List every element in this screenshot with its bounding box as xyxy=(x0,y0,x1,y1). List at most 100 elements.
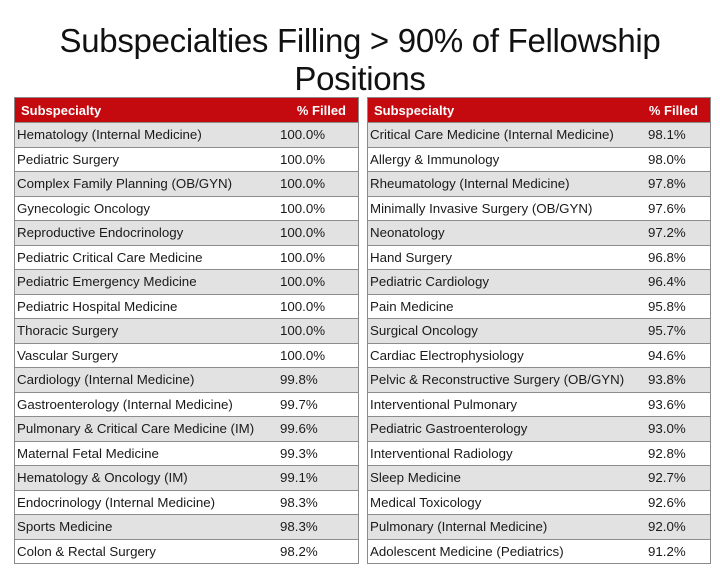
table-row: Critical Care Medicine (Internal Medicin… xyxy=(368,122,710,147)
table-body: Hematology (Internal Medicine) 100.0% Pedi… xyxy=(15,122,358,563)
table-row: Adolescent Medicine (Pediatrics) 91.2% xyxy=(368,538,710,563)
table-row: Hematology & Oncology (IM) 99.1% xyxy=(15,465,358,490)
subspecialty-name: Pediatric Cardiology xyxy=(370,274,489,290)
percent-filled-value: 100.0% xyxy=(280,127,326,143)
table-row: Colon & Rectal Surgery 98.2% xyxy=(15,538,358,563)
header-subspecialty: Subspecialty xyxy=(21,102,102,118)
table-header: Subspecialty % Filled xyxy=(15,98,358,122)
subspecialty-name: Endocrinology (Internal Medicine) xyxy=(17,494,216,510)
table-row: Medical Toxicology 92.6% xyxy=(368,489,710,514)
table-row: Cardiac Electrophysiology 94.6% xyxy=(368,342,710,367)
header-percent-filled: % Filled xyxy=(296,102,346,118)
percent-filled-value: 99.1% xyxy=(280,470,318,486)
percent-filled-value: 95.7% xyxy=(648,323,686,339)
subspecialty-name: Cardiac Electrophysiology xyxy=(370,347,524,363)
percent-filled-value: 93.8% xyxy=(648,372,686,388)
subspecialty-name: Pulmonary & Critical Care Medicine (IM) xyxy=(17,421,255,437)
subspecialty-name: Pulmonary (Internal Medicine) xyxy=(370,519,548,535)
percent-filled-value: 98.1% xyxy=(648,127,686,143)
percent-filled-value: 93.0% xyxy=(648,421,686,437)
subspecialty-name: Interventional Radiology xyxy=(370,445,513,461)
percent-filled-value: 98.3% xyxy=(280,494,318,510)
percent-filled-value: 100.0% xyxy=(280,274,326,290)
percent-filled-value: 100.0% xyxy=(280,347,326,363)
percent-filled-value: 98.2% xyxy=(280,543,318,559)
table-row: Rheumatology (Internal Medicine) 97.8% xyxy=(368,171,710,196)
table-header: Subspecialty % Filled xyxy=(368,98,710,122)
percent-filled-value: 100.0% xyxy=(280,323,326,339)
subspecialty-name: Gastroenterology (Internal Medicine) xyxy=(17,396,233,412)
page-title: Subspecialties Filling > 90% of Fellowsh… xyxy=(59,22,661,97)
subspecialty-name: Colon & Rectal Surgery xyxy=(17,543,156,559)
subspecialty-name: Cardiology (Internal Medicine) xyxy=(17,372,195,388)
subspecialty-name: Thoracic Surgery xyxy=(17,323,119,339)
table-row: Vascular Surgery 100.0% xyxy=(15,342,358,367)
percent-filled-value: 100.0% xyxy=(280,151,326,167)
subspecialty-name: Medical Toxicology xyxy=(370,494,482,510)
subspecialty-name: Pediatric Critical Care Medicine xyxy=(17,249,203,265)
table-row: Endocrinology (Internal Medicine) 98.3% xyxy=(15,489,358,514)
table-row: Pediatric Gastroenterology 93.0% xyxy=(368,416,710,441)
table-row: Interventional Pulmonary 93.6% xyxy=(368,391,710,416)
percent-filled-value: 100.0% xyxy=(280,176,326,192)
subspecialty-name: Hematology (Internal Medicine) xyxy=(17,127,202,143)
table-row: Sleep Medicine 92.7% xyxy=(368,465,710,490)
subspecialty-name: Sleep Medicine xyxy=(370,470,461,486)
table-row: Allergy & Immunology 98.0% xyxy=(368,146,710,171)
table-row: Pediatric Emergency Medicine 100.0% xyxy=(15,269,358,294)
table-row: Pediatric Critical Care Medicine 100.0% xyxy=(15,244,358,269)
table-row: Gynecologic Oncology 100.0% xyxy=(15,195,358,220)
subspecialty-name: Adolescent Medicine (Pediatrics) xyxy=(370,543,564,559)
percent-filled-value: 97.2% xyxy=(648,225,686,241)
subspecialty-name: Pelvic & Reconstructive Surgery (OB/GYN) xyxy=(370,372,625,388)
subspecialty-name: Pediatric Emergency Medicine xyxy=(17,274,197,290)
subspecialty-name: Allergy & Immunology xyxy=(370,151,500,167)
table-row: Reproductive Endocrinology 100.0% xyxy=(15,220,358,245)
table-row: Pain Medicine 95.8% xyxy=(368,293,710,318)
percent-filled-value: 93.6% xyxy=(648,396,686,412)
percent-filled-value: 98.0% xyxy=(648,151,686,167)
subspecialty-name: Maternal Fetal Medicine xyxy=(17,445,159,461)
subspecialty-name: Gynecologic Oncology xyxy=(17,200,151,216)
table-row: Thoracic Surgery 100.0% xyxy=(15,318,358,343)
table-row: Pelvic & Reconstructive Surgery (OB/GYN)… xyxy=(368,367,710,392)
subspecialty-name: Sports Medicine xyxy=(17,519,113,535)
subspecialty-name: Pediatric Hospital Medicine xyxy=(17,298,178,314)
subspecialty-name: Rheumatology (Internal Medicine) xyxy=(370,176,570,192)
table-row: Pediatric Cardiology 96.4% xyxy=(368,269,710,294)
percent-filled-value: 95.8% xyxy=(648,298,686,314)
header-subspecialty: Subspecialty xyxy=(374,102,455,118)
table-row: Pediatric Hospital Medicine 100.0% xyxy=(15,293,358,318)
table-row: Pediatric Surgery 100.0% xyxy=(15,146,358,171)
subspecialty-name: Interventional Pulmonary xyxy=(370,396,518,412)
table-row: Complex Family Planning (OB/GYN) 100.0% xyxy=(15,171,358,196)
table-row: Interventional Radiology 92.8% xyxy=(368,440,710,465)
percent-filled-value: 99.8% xyxy=(280,372,318,388)
table-right: Subspecialty % Filled Critical Care Medi… xyxy=(367,97,711,564)
subspecialty-name: Pediatric Gastroenterology xyxy=(370,421,528,437)
subspecialty-name: Minimally Invasive Surgery (OB/GYN) xyxy=(370,200,593,216)
percent-filled-value: 100.0% xyxy=(280,200,326,216)
table-row: Hand Surgery 96.8% xyxy=(368,244,710,269)
subspecialty-name: Hand Surgery xyxy=(370,249,453,265)
table-row: Surgical Oncology 95.7% xyxy=(368,318,710,343)
percent-filled-value: 97.6% xyxy=(648,200,686,216)
subspecialty-name: Pediatric Surgery xyxy=(17,151,119,167)
percent-filled-value: 92.6% xyxy=(648,494,686,510)
subspecialty-name: Surgical Oncology xyxy=(370,323,478,339)
subspecialty-name: Vascular Surgery xyxy=(17,347,118,363)
percent-filled-value: 96.8% xyxy=(648,249,686,265)
subspecialty-name: Hematology & Oncology (IM) xyxy=(17,470,188,486)
table-body: Critical Care Medicine (Internal Medicin… xyxy=(368,122,710,563)
percent-filled-value: 98.3% xyxy=(280,519,318,535)
table-row: Gastroenterology (Internal Medicine) 99.7… xyxy=(15,391,358,416)
subspecialty-name: Neonatology xyxy=(370,225,445,241)
subspecialty-name: Pain Medicine xyxy=(370,298,454,314)
subspecialty-name: Reproductive Endocrinology xyxy=(17,225,184,241)
table-row: Neonatology 97.2% xyxy=(368,220,710,245)
subspecialty-name: Critical Care Medicine (Internal Medicin… xyxy=(370,127,614,143)
percent-filled-value: 96.4% xyxy=(648,274,686,290)
percent-filled-value: 92.8% xyxy=(648,445,686,461)
table-left: Subspecialty % Filled Hematology (Intern… xyxy=(14,97,359,564)
table-row: Maternal Fetal Medicine 99.3% xyxy=(15,440,358,465)
